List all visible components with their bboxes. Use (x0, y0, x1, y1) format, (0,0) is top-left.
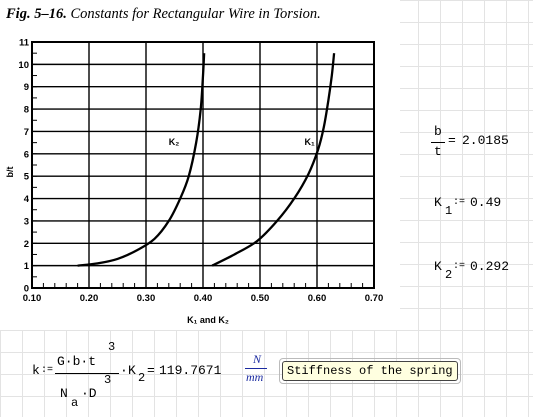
stiffness-lhs: k (32, 363, 40, 378)
y-tick-label: 3 (24, 216, 29, 227)
stiffness-numerator-exponent: 3 (108, 340, 116, 354)
stiffness-assign: := (41, 365, 54, 376)
series-label-k1: K₁ (304, 137, 314, 147)
stiffness-factor-name: K (128, 363, 136, 378)
y-tick-label: 4 (24, 194, 30, 205)
chart-minor-ticks (31, 41, 375, 289)
ratio-fraction-bar (431, 142, 445, 143)
ratio-equals: = (448, 133, 456, 148)
ratio-value: 2.0185 (462, 133, 509, 148)
x-tick-label: 0.20 (80, 293, 99, 304)
stiffness-denominator-subscript: a (71, 396, 79, 410)
chart-series (77, 53, 336, 267)
x-tick-label: 0.40 (194, 293, 213, 304)
x-tick-label: 0.60 (308, 293, 327, 304)
y-tick-label: 2 (24, 239, 29, 250)
stiffness-annotation[interactable]: Stiffness of the spring (279, 358, 461, 384)
figure-title: Fig. 5–16. Constants for Rectangular Wir… (6, 6, 321, 23)
figure-caption: Constants for Rectangular Wire in Torsio… (70, 6, 321, 22)
k2-value: 0.292 (470, 259, 510, 274)
k1-subscript: 1 (445, 204, 453, 218)
stiffness-fraction-bar (55, 373, 119, 374)
figure-number: Fig. 5–16. (6, 6, 67, 22)
x-tick-label: 0.50 (251, 293, 270, 304)
stiffness-equals: = (147, 363, 155, 378)
y-tick-label: 8 (24, 105, 29, 116)
x-axis-label: K₁ and K₂ (187, 315, 229, 325)
unit-fraction-bar (245, 368, 267, 369)
unit-numerator: N (253, 352, 262, 366)
figure-panel: Fig. 5–16. Constants for Rectangular Wir… (5, 6, 384, 326)
ratio-denominator: t (434, 144, 442, 159)
k2-subscript: 2 (445, 268, 453, 282)
y-tick-label: 6 (24, 149, 29, 160)
ratio-numerator: b (434, 124, 442, 139)
y-tick-label: 7 (24, 127, 29, 138)
unit-denominator: mm (246, 370, 264, 384)
y-tick-label: 9 (24, 82, 29, 93)
x-tick-label: 0.70 (365, 293, 384, 304)
k2-name: K (434, 259, 442, 274)
y-axis-label: b/t (5, 167, 15, 178)
series-curve-k2 (77, 53, 206, 267)
stiffness-times: · (120, 363, 128, 378)
stiffness-denominator-exponent: 3 (104, 373, 112, 387)
stiffness-factor-subscript: 2 (138, 371, 146, 385)
chart-tick-labels: 0.10 0.20 0.30 0.40 0.50 0.60 0.70 0 1 2 3 4 5 6 7 8 9 10… (18, 38, 383, 305)
k1-assign: := (453, 197, 466, 208)
torsion-constants-chart: 0.10 0.20 0.30 0.40 0.50 0.60 0.70 0 1 2 3 4 5 6 7 8 9 10… (5, 38, 383, 326)
series-curve-k1 (211, 53, 336, 267)
y-tick-label: 10 (18, 60, 29, 71)
stiffness-value: 119.7671 (159, 363, 222, 378)
y-tick-label: 0 (24, 284, 29, 295)
x-tick-label: 0.30 (137, 293, 156, 304)
k1-name: K (434, 195, 442, 210)
y-tick-label: 11 (19, 38, 30, 49)
stiffness-numerator: G·b·t (57, 354, 97, 369)
k2-assign: := (453, 261, 466, 272)
stiffness-denominator-n: N (60, 386, 68, 401)
x-tick-label: 0.10 (23, 293, 42, 304)
k1-value: 0.49 (470, 195, 502, 210)
y-tick-label: 5 (24, 172, 30, 183)
stiffness-denominator-rest: ·D (81, 386, 97, 401)
series-label-k2: K₂ (169, 137, 180, 147)
y-tick-label: 1 (24, 261, 30, 272)
